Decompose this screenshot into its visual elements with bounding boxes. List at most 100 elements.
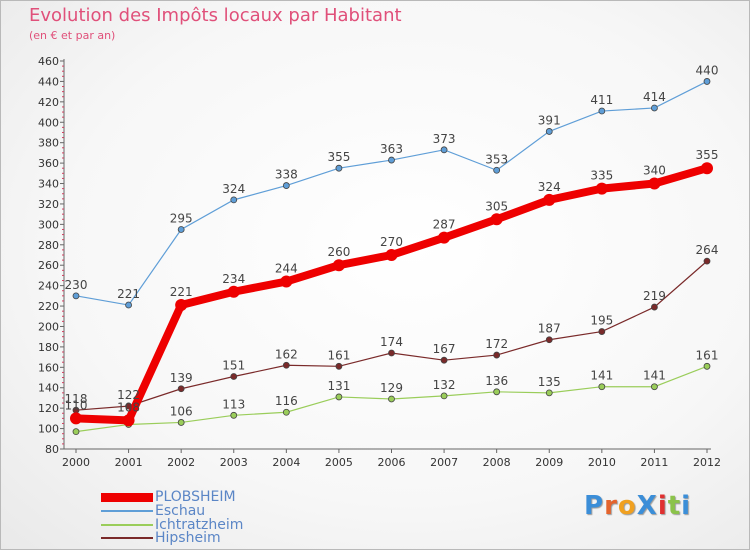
data-label-hipsheim-2005: 161	[327, 348, 350, 362]
data-label-eschau-2011: 414	[643, 90, 666, 104]
data-label-eschau-2003: 324	[222, 182, 245, 196]
point-hipsheim-2006	[388, 349, 395, 357]
data-label-plobsheim-2003: 234	[222, 272, 245, 286]
point-hipsheim-2002	[177, 385, 185, 393]
data-label-ichtratzheim-2003: 113	[222, 397, 245, 411]
data-label-eschau-2000: 230	[65, 278, 88, 292]
logo-letter: r	[604, 491, 618, 521]
point-eschau-2012	[703, 78, 711, 85]
data-label-eschau-2006: 363	[380, 142, 403, 156]
legend-item-plobsheim: PLOBSHEIM	[101, 490, 236, 504]
data-label-eschau-2012: 440	[696, 63, 719, 77]
point-ichtratzheim-2000	[72, 428, 80, 436]
x-tick-label-2007: 2007	[430, 456, 458, 469]
x-tick-label-2012: 2012	[693, 456, 721, 469]
legend-swatch-hipsheim	[101, 537, 153, 539]
y-tick-label-420: 420	[38, 96, 59, 109]
data-label-hipsheim-2007: 167	[433, 342, 456, 356]
point-ichtratzheim-2008	[493, 388, 501, 396]
point-hipsheim-2003	[230, 373, 238, 380]
legend-item-hipsheim: Hipsheim	[101, 531, 221, 545]
y-tick-label-440: 440	[38, 75, 59, 88]
data-label-hipsheim-2001: 122	[117, 388, 140, 402]
point-hipsheim-2009	[545, 336, 553, 344]
data-label-eschau-2001: 221	[117, 287, 140, 301]
data-label-plobsheim-2011: 340	[643, 164, 666, 178]
x-tick-label-2005: 2005	[325, 456, 353, 469]
point-plobsheim-2009	[543, 193, 556, 206]
point-hipsheim-2010	[598, 328, 606, 335]
y-tick-label-140: 140	[38, 382, 59, 395]
point-plobsheim-2007	[438, 231, 451, 244]
data-label-ichtratzheim-2002: 106	[170, 404, 193, 418]
point-plobsheim-2005	[332, 259, 345, 272]
legend-item-ichtratzheim: Ichtratzheim	[101, 518, 243, 532]
data-label-ichtratzheim-2004: 116	[275, 394, 298, 408]
y-tick-label-240: 240	[38, 280, 59, 293]
point-hipsheim-2007	[440, 356, 448, 364]
point-ichtratzheim-2003	[230, 411, 238, 419]
data-label-plobsheim-2001: 108	[117, 400, 140, 414]
x-tick-label-2008: 2008	[483, 456, 511, 469]
y-tick-label-400: 400	[38, 116, 59, 129]
point-plobsheim-2006	[385, 249, 398, 261]
point-ichtratzheim-2010	[598, 383, 606, 391]
chart-subtitle: (en € et par an)	[29, 29, 116, 42]
point-hipsheim-2004	[282, 361, 290, 369]
legend-item-eschau: Eschau	[101, 504, 205, 518]
data-label-plobsheim-2006: 270	[380, 235, 403, 249]
point-plobsheim-2010	[595, 182, 608, 195]
y-tick-label-460: 460	[38, 55, 59, 68]
x-tick-label-2000: 2000	[62, 456, 90, 469]
point-ichtratzheim-2012	[703, 362, 711, 370]
y-tick-label-260: 260	[38, 259, 59, 272]
point-eschau-2005	[335, 164, 343, 172]
x-tick-label-2010: 2010	[588, 456, 616, 469]
y-tick-label-280: 280	[38, 239, 59, 252]
point-hipsheim-2011	[651, 303, 658, 311]
point-ichtratzheim-2004	[282, 408, 290, 416]
y-tick-label-120: 120	[38, 402, 59, 415]
point-plobsheim-2004	[280, 275, 293, 288]
y-tick-label-200: 200	[38, 320, 59, 333]
logo-letter: i	[681, 491, 692, 521]
y-tick-label-340: 340	[38, 178, 59, 191]
point-plobsheim-2011	[648, 177, 661, 190]
point-plobsheim-2003	[227, 285, 240, 298]
point-eschau-2008	[493, 166, 501, 174]
x-tick-label-2006: 2006	[378, 456, 406, 469]
data-label-hipsheim-2012: 264	[696, 243, 719, 257]
logo-letter: o	[617, 491, 637, 521]
point-plobsheim-2001	[122, 414, 135, 427]
data-label-hipsheim-2006: 174	[380, 335, 403, 349]
y-tick-label-380: 380	[38, 137, 59, 150]
y-tick-label-180: 180	[38, 341, 59, 354]
y-tick-label-320: 320	[38, 198, 59, 211]
y-tick-label-100: 100	[38, 423, 59, 436]
data-label-eschau-2008: 353	[485, 152, 508, 166]
point-eschau-2003	[230, 196, 238, 204]
data-label-eschau-2009: 391	[538, 113, 561, 127]
point-eschau-2004	[282, 182, 290, 189]
data-label-ichtratzheim-2006: 129	[380, 381, 403, 395]
point-hipsheim-2005	[335, 362, 343, 370]
y-tick-label-160: 160	[38, 361, 59, 374]
x-tick-label-2009: 2009	[535, 456, 563, 469]
point-eschau-2007	[440, 146, 448, 154]
legend-swatch-eschau	[101, 510, 153, 512]
y-tick-label-80: 80	[45, 443, 59, 456]
y-tick-label-300: 300	[38, 218, 59, 231]
logo-letter: t	[667, 491, 682, 521]
x-tick-label-2002: 2002	[167, 456, 195, 469]
data-label-plobsheim-2000: 110	[65, 398, 88, 412]
x-tick-label-2001: 2001	[115, 456, 143, 469]
data-label-hipsheim-2008: 172	[485, 337, 508, 351]
data-label-plobsheim-2009: 324	[538, 180, 561, 194]
data-label-eschau-2005: 355	[327, 150, 350, 164]
data-label-ichtratzheim-2010: 141	[590, 369, 613, 383]
data-label-hipsheim-2011: 219	[643, 289, 666, 303]
x-tick-label-2003: 2003	[220, 456, 248, 469]
data-label-eschau-2004: 338	[275, 168, 298, 182]
x-tick-label-2011: 2011	[640, 456, 668, 469]
